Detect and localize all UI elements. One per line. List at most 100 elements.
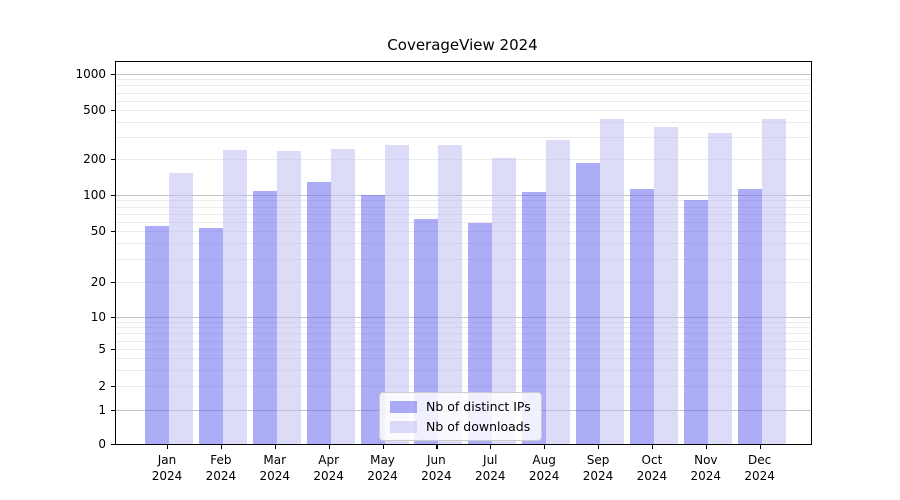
- x-tick-mark: [598, 444, 600, 449]
- legend-swatch-downloads: [390, 420, 417, 433]
- gridline-minor: [116, 92, 811, 94]
- gridline-minor: [116, 340, 811, 342]
- gridline-minor: [116, 259, 811, 261]
- bar-distinct-ips-sep: [576, 162, 601, 444]
- y-tick-mark: [111, 281, 116, 283]
- bar-distinct-ips-feb: [198, 227, 223, 444]
- x-tick-label: Nov 2024: [690, 453, 722, 484]
- y-tick-mark: [111, 317, 116, 319]
- y-tick-mark: [111, 386, 116, 388]
- x-tick-mark: [544, 444, 546, 449]
- gridline-minor: [116, 321, 811, 323]
- legend-label-downloads: Nb of downloads: [426, 419, 531, 434]
- gridline-minor: [116, 231, 811, 232]
- x-tick-label: Oct 2024: [636, 453, 668, 484]
- x-tick-mark: [490, 444, 492, 449]
- bar-downloads-feb: [222, 149, 247, 444]
- x-tick-mark: [759, 444, 761, 449]
- gridline-minor: [116, 85, 811, 87]
- x-tick-mark: [651, 444, 654, 449]
- gridline-minor: [116, 386, 811, 387]
- y-tick-label: 5: [98, 342, 106, 356]
- legend-label-distinct-ips: Nb of distinct IPs: [426, 399, 531, 414]
- x-tick-label: Jun 2024: [421, 453, 452, 484]
- x-tick-label: May 2024: [367, 453, 398, 484]
- bar-downloads-oct: [653, 127, 678, 444]
- y-tick-mark: [111, 444, 116, 446]
- gridline-minor: [116, 369, 811, 371]
- bar-downloads-nov: [707, 133, 732, 444]
- y-tick-mark: [111, 159, 116, 161]
- x-tick-label: Dec 2024: [744, 453, 775, 484]
- x-tick-mark: [382, 444, 384, 449]
- x-tick-label: Apr 2024: [313, 453, 344, 484]
- y-tick-label: 1000: [75, 66, 106, 81]
- legend-item-distinct-ips: Nb of distinct IPs: [390, 398, 531, 415]
- gridline-minor: [116, 327, 811, 329]
- y-tick-label: 500: [83, 103, 106, 118]
- gridline-minor: [116, 349, 811, 350]
- x-tick-mark: [167, 444, 169, 449]
- bar-distinct-ips-apr: [306, 181, 331, 444]
- x-tick-label: Sep 2024: [582, 453, 614, 484]
- bar-distinct-ips-dec: [737, 189, 762, 444]
- gridline-minor: [116, 137, 811, 139]
- gridline-minor: [116, 200, 811, 202]
- plot-area: Nb of distinct IPs Nb of downloads 0 1 2 5 1…: [75, 61, 812, 483]
- y-tick-label: 10: [90, 310, 106, 324]
- x-tick-mark: [220, 444, 223, 449]
- x-tick-mark: [436, 444, 438, 449]
- x-tick-label: Aug 2024: [528, 453, 560, 484]
- gridline-minor: [116, 206, 811, 208]
- y-tick-mark: [111, 73, 116, 75]
- bar-distinct-ips-oct: [629, 189, 654, 444]
- y-tick-mark: [111, 349, 116, 351]
- x-tick-label: Mar 2024: [259, 453, 291, 484]
- x-tick-label: Feb 2024: [205, 453, 237, 484]
- bar-distinct-ips-mar: [252, 191, 277, 444]
- bar-downloads-sep: [600, 118, 625, 444]
- gridline-minor: [116, 221, 811, 223]
- y-tick-mark: [111, 110, 116, 112]
- bar-downloads-mar: [276, 150, 301, 444]
- bar-downloads-dec: [761, 119, 786, 444]
- bar-distinct-ips-nov: [683, 199, 708, 444]
- gridline-minor: [116, 243, 811, 245]
- bar-distinct-ips-jan: [145, 226, 169, 444]
- x-tick-mark: [274, 444, 276, 449]
- gridline-major: [116, 195, 811, 196]
- y-tick-label: 2: [98, 379, 106, 393]
- y-tick-label: 1: [98, 403, 106, 417]
- x-tick-label: Jan 2024: [151, 453, 183, 484]
- bar-downloads-aug: [546, 140, 571, 444]
- gridline-major: [116, 317, 811, 318]
- y-tick-mark: [111, 410, 116, 412]
- y-tick-mark: [111, 231, 116, 233]
- y-tick-label: 0: [98, 437, 106, 451]
- y-tick-mark: [111, 195, 116, 197]
- y-tick-label: 50: [90, 224, 106, 238]
- gridline-minor: [116, 159, 811, 160]
- gridline-minor: [116, 213, 811, 215]
- gridline-minor: [116, 100, 811, 102]
- legend-item-downloads: Nb of downloads: [390, 418, 531, 435]
- gridline-minor: [116, 333, 811, 335]
- x-tick-label: Jul 2024: [474, 453, 506, 484]
- legend-swatch-distinct-ips: [390, 400, 417, 413]
- legend: Nb of distinct IPs Nb of downloads: [379, 392, 542, 441]
- bar-downloads-apr: [330, 149, 355, 444]
- gridline-minor: [116, 122, 811, 124]
- gridline-minor: [116, 79, 811, 81]
- gridline-minor: [116, 358, 811, 359]
- x-tick-mark: [705, 444, 707, 449]
- bar-downloads-jan: [169, 172, 193, 444]
- x-tick-mark: [328, 444, 330, 449]
- y-tick-label: 200: [83, 152, 106, 166]
- y-tick-label: 20: [90, 274, 106, 289]
- gridline-minor: [116, 110, 811, 112]
- chart-title: CoverageView 2024: [387, 36, 538, 54]
- gridline-minor: [116, 281, 811, 283]
- gridline-major: [116, 73, 811, 75]
- y-tick-label: 100: [83, 188, 106, 202]
